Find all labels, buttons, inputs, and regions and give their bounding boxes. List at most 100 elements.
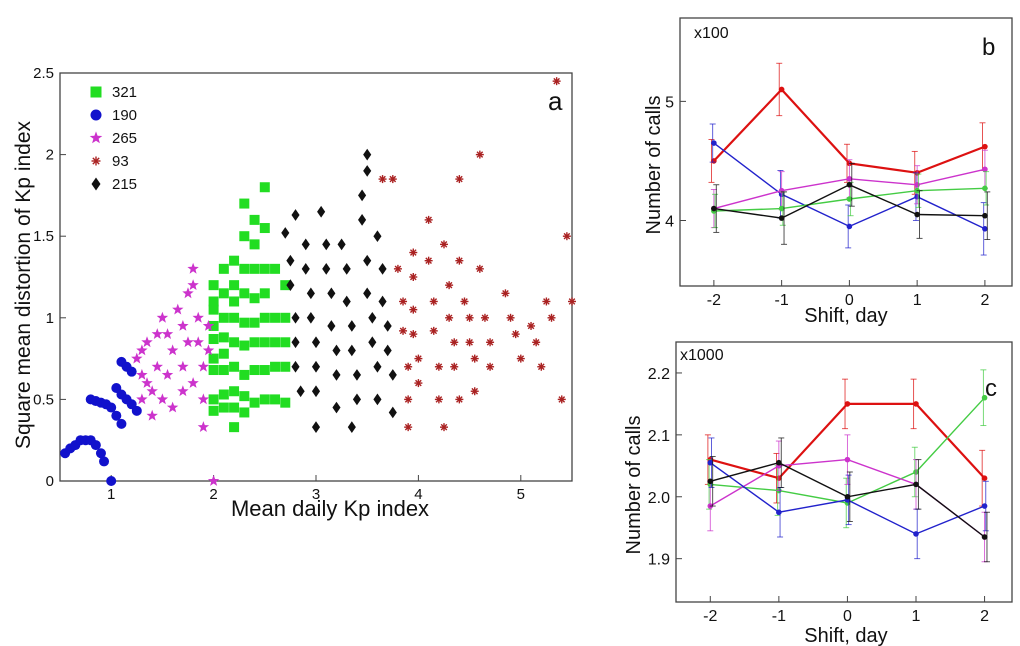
panel-a-point [286,254,295,267]
panel-a-point [291,311,300,324]
panel-a-point [208,405,219,416]
panel-c-y-tick-label: 1.9 [648,552,670,569]
panel-a-point [455,175,464,184]
panel-a-point [291,209,300,221]
panel-a-point [136,368,148,380]
panel-a-point [311,360,321,373]
panel-c-x-tick-label: 1 [912,608,921,625]
panel-a-point [368,336,377,349]
panel-b-data-point [846,223,853,230]
panel-a-point [141,377,153,388]
panel-c-x-tick-label: 0 [843,608,852,625]
panel-a-legend-entry: 190 [112,107,137,124]
panel-a-point [280,337,291,348]
panel-a-x-tick-label: 3 [312,486,320,503]
panel-a-point [363,165,372,177]
panel-a-point [141,336,153,348]
panel-a-point [259,223,270,234]
panel-a-point [470,354,479,363]
panel-a-point-stroke [440,423,448,431]
panel-a-point [409,305,418,314]
panel-a-point-stroke [409,249,417,256]
panel-b-x-tick-label: 0 [845,292,854,309]
panel-a-point [511,330,520,339]
panel-a-point [486,362,495,371]
panel-a-point [182,287,194,299]
panel-a-y-tick-label: 0.5 [33,391,54,408]
panel-a-point-stroke [425,216,432,224]
panel-a-point-stroke [476,265,484,273]
panel-a-series-93 [378,77,576,432]
panel-a-point-stroke [415,379,422,387]
panel-a-point [557,395,566,404]
panel-c-series-line [706,369,988,529]
panel-a-point [460,297,469,306]
panel-a-point [239,407,250,418]
panel-a-point [161,328,174,339]
panel-a-point-stroke [409,330,417,338]
panel-a-point-stroke [430,298,438,305]
panel-a-point [404,395,413,404]
panel-a-point [399,297,408,306]
panel-c-frame [675,341,1013,603]
panel-a-point [301,262,310,275]
panel-c-series-line [707,437,989,560]
panel-a-point [445,281,454,290]
panel-c-data-point [913,481,919,488]
panel-a-point [99,456,110,467]
panel-b-data-point [982,226,988,232]
panel-c-data-point [844,493,851,500]
panel-a-point [270,394,281,405]
panel-b-data-point [778,86,785,93]
panel-a-point-stroke [558,396,566,403]
panel-a-point [455,256,464,265]
panel-a-point [378,262,387,275]
panel-c-y-tick-label: 2.0 [648,490,670,507]
panel-a-x-tick-label: 2 [209,486,217,503]
panel-a-point [239,231,250,242]
panel-a-point [280,280,291,291]
panel-b-data-point [778,215,785,221]
panel-a-point [440,423,448,432]
panel-a-point [399,326,408,335]
panel-a-point [409,248,418,257]
panel-a-point [131,352,143,364]
panel-a-point [239,317,250,328]
panel-b-data-point [982,185,988,192]
panel-a-point [327,287,336,300]
panel-a-legend-entry: 215 [112,176,137,193]
panel-a-point [388,406,397,419]
panel-b-data-point [982,143,988,150]
panel-a-point [229,296,240,307]
panel-c-y-ticks: 1.9 2.0 2.1 2.2 [648,366,682,569]
panel-b-x-ticks: -2 -1 0 1 2 [707,280,989,309]
panel-c-data-point [913,401,919,407]
panel-a-point [332,401,341,414]
panel-a-point-stroke [389,175,397,183]
panel-a-point [352,369,362,381]
panel-a-point-stroke [445,314,453,322]
panel-c-x-ticks: -2 -1 0 1 2 [703,596,989,625]
panel-a-point [311,421,321,433]
panel-a-point [208,296,219,307]
panel-a-point-stroke [409,306,417,313]
panel-a-point [229,280,240,291]
panel-a-point-stroke [486,363,494,371]
panel-a-point [306,287,315,300]
panel-c-data-point [776,459,782,466]
panel-a-point-stroke [553,77,560,85]
panel-a-point [475,150,484,159]
panel-a-point [552,77,561,86]
panel-b-data-point [846,176,853,182]
panel-a-legend-marker [91,177,101,191]
panel-a-point [296,385,305,398]
panel-a-point [151,328,163,339]
panel-a-point [291,336,300,349]
panel-a-point [270,312,281,323]
panel-a-point [229,337,240,348]
panel-a-point [249,317,260,328]
panel-b-data-point [846,181,853,188]
panel-a-point [259,263,270,274]
panel-a-point [249,293,260,304]
panel-a-point [166,344,179,356]
